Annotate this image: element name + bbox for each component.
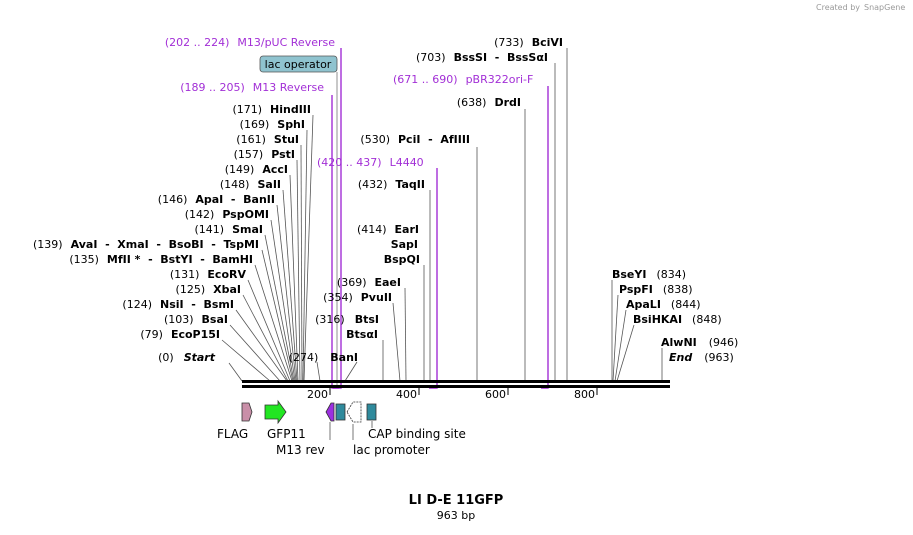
site-label: (135) MfII * - BstYI - BamHI: [69, 253, 253, 266]
dna-backbone: [242, 380, 670, 388]
site-label: (369) EaeI: [337, 276, 401, 289]
site-label: (139) AvaI - XmaI - BsoBI - TspMI: [33, 238, 259, 251]
site-label: BtsαI: [346, 328, 378, 341]
site-label: (131) EcoRV: [170, 268, 247, 281]
site-label: (146) ApaI - BanII: [158, 193, 275, 206]
site-label: (103) BsaI: [164, 313, 228, 326]
site-label: ApaLI (844): [626, 298, 701, 311]
site-label: (169) SphI: [240, 118, 305, 131]
site-label: End (963): [669, 351, 734, 364]
map-title: LI D-E 11GFP: [409, 493, 504, 508]
map-length: 963 bp: [437, 509, 475, 522]
lac-operator-feature-icon: [335, 403, 346, 421]
right-site-labels: BseYI (834) PspFI (838) ApaLI (844) BsiHKAI…: [612, 268, 738, 364]
tick-label-800: 800: [574, 388, 595, 401]
flag-feature-icon: [241, 402, 253, 422]
m13-rev-feature-icon: [325, 402, 335, 422]
tick-marks: [329, 388, 598, 395]
site-label: (79) EcoP15I: [140, 328, 220, 341]
site-label: (141) SmaI: [195, 223, 264, 236]
credit-text: Created by: [816, 3, 860, 12]
site-label: (274) BanI: [289, 351, 358, 364]
tick-label-600: 600: [485, 388, 506, 401]
site-label: (530) PciI - AfIIII: [360, 133, 470, 146]
site-label: (703) BssSI - BssSαI: [416, 51, 548, 64]
site-label: (354) PvuII: [323, 291, 392, 304]
snapgene-brand: SnapGene: [864, 3, 905, 12]
site-label: BsiHKAI (848): [633, 313, 722, 326]
primer-label: (671 .. 690) pBR322ori-F: [393, 73, 533, 86]
lac-operator-label: lac operator: [265, 58, 332, 71]
site-connectors: [221, 48, 663, 382]
feature-label-flag: FLAG: [217, 427, 248, 441]
site-label: (0) Start: [158, 351, 216, 364]
tick-label-400: 400: [396, 388, 417, 401]
site-label: (171) HindIII: [232, 103, 311, 116]
primer-labels: (202 .. 224) M13/pUC Reverse (189 .. 205)…: [165, 36, 534, 169]
site-label: BspQI: [384, 253, 420, 266]
site-label: (161) StuI: [236, 133, 299, 146]
site-label: (148) SaII: [220, 178, 281, 191]
site-label: (149) AccI: [225, 163, 288, 176]
feature-label-cap-binding-site: CAP binding site: [368, 427, 466, 441]
cap-binding-site-feature-icon: [366, 403, 377, 421]
feature-label-lac-promoter: lac promoter: [353, 443, 430, 457]
feature-track: [241, 399, 377, 440]
site-label: (124) NsiI - BsmI: [122, 298, 234, 311]
gfp11-feature-icon: [264, 399, 287, 425]
middle-site-labels: (274) BanI (316) BtsI BtsαI (354) PvuII (36…: [289, 36, 563, 364]
primer-label: (189 .. 205) M13 Reverse: [180, 81, 324, 94]
site-label: (733) BciVI: [494, 36, 563, 49]
lac-operator-badge: lac operator: [259, 55, 338, 73]
site-label: PspFI (838): [619, 283, 693, 296]
feature-label-m13-rev: M13 rev: [276, 443, 325, 457]
site-label: AlwNI (946): [661, 336, 738, 349]
site-label: (414) EarI: [357, 223, 419, 236]
primer-label: (420 .. 437) L4440: [317, 156, 424, 169]
lac-promoter-feature-icon: [346, 401, 362, 423]
site-label: (125) XbaI: [176, 283, 241, 296]
site-label: BseYI (834): [612, 268, 686, 281]
site-label: (638) DrdI: [457, 96, 521, 109]
left-site-labels: (0) Start (79) EcoP15I (103) BsaI (124) NsiI…: [33, 103, 311, 364]
site-label: (142) PspOMI: [185, 208, 269, 221]
tick-label-200: 200: [307, 388, 328, 401]
site-label: (157) PstI: [234, 148, 295, 161]
feature-label-gfp11: GFP11: [267, 427, 306, 441]
site-label: (432) TaqII: [358, 178, 425, 191]
primer-label: (202 .. 224) M13/pUC Reverse: [165, 36, 335, 49]
site-label: SapI: [391, 238, 418, 251]
site-label: (316) BtsI: [315, 313, 379, 326]
